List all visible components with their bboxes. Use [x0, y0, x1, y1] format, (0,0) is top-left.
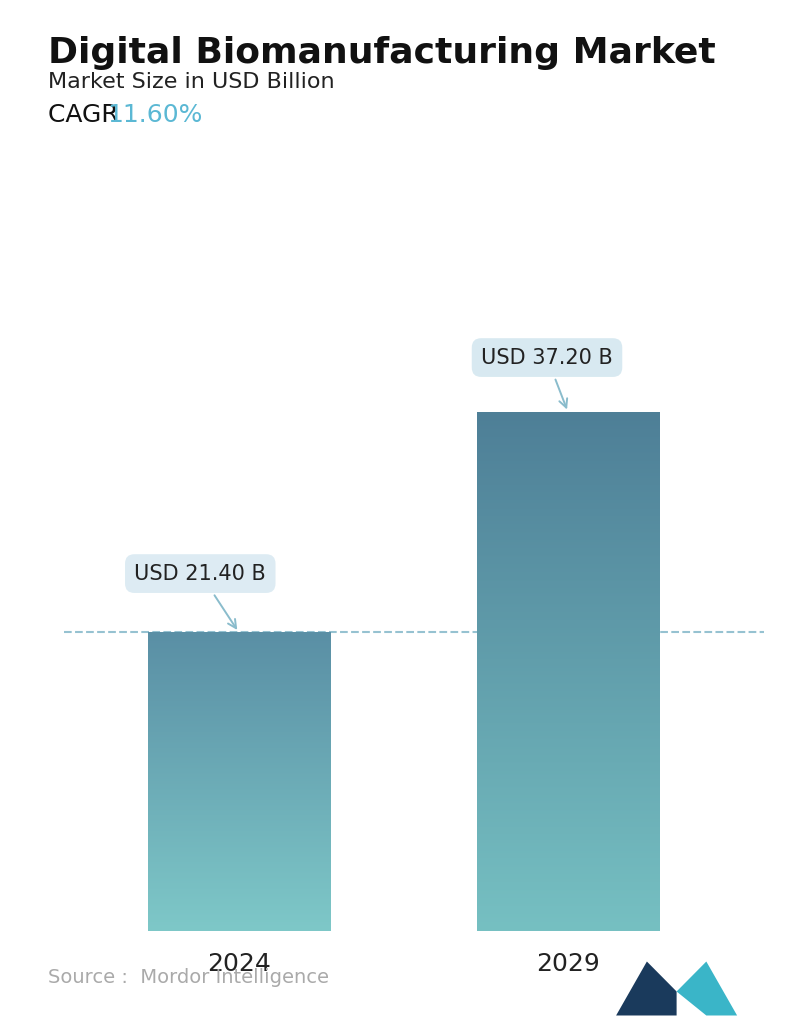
Text: Digital Biomanufacturing Market: Digital Biomanufacturing Market — [48, 36, 716, 70]
Text: USD 37.20 B: USD 37.20 B — [481, 347, 613, 407]
Text: CAGR: CAGR — [48, 103, 135, 127]
Text: USD 21.40 B: USD 21.40 B — [135, 564, 266, 629]
Text: Market Size in USD Billion: Market Size in USD Billion — [48, 72, 334, 92]
Text: Source :  Mordor Intelligence: Source : Mordor Intelligence — [48, 969, 329, 987]
Text: 11.60%: 11.60% — [107, 103, 203, 127]
